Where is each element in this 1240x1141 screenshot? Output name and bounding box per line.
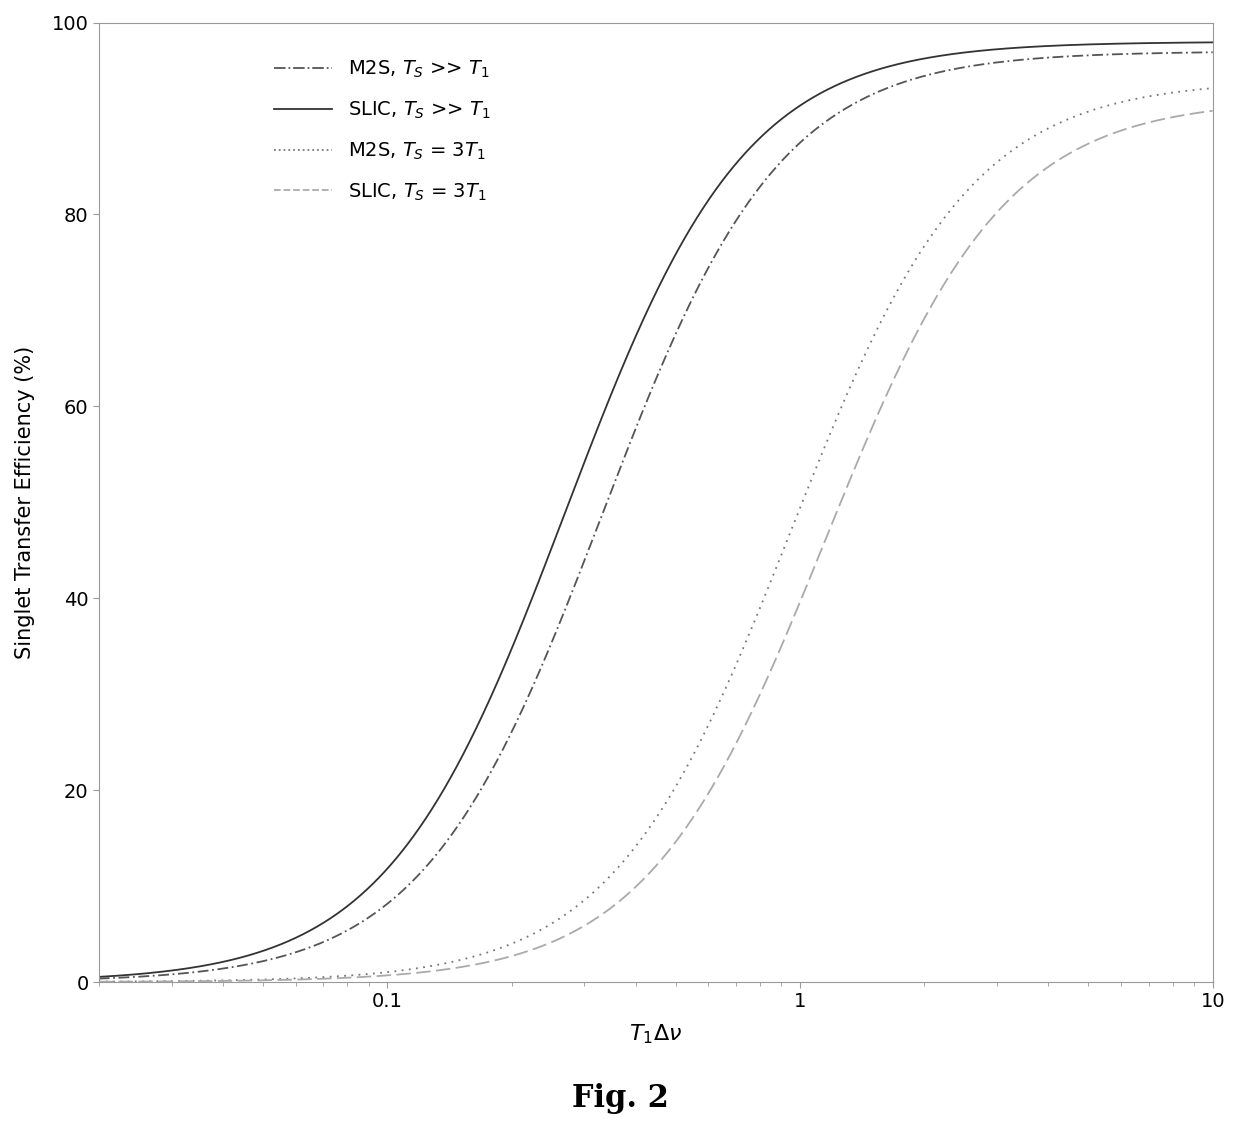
SLIC_inf xyxy=(1205,35,1220,49)
SLIC_3T1 xyxy=(487,954,502,968)
Line: SLIC_3T1: SLIC_3T1 xyxy=(47,111,1213,982)
M2S_3T1 xyxy=(1182,83,1197,97)
M2S_3T1 xyxy=(487,944,502,957)
Text: Fig. 2: Fig. 2 xyxy=(572,1083,668,1114)
SLIC_inf xyxy=(242,948,257,962)
Y-axis label: Singlet Transfer Efficiency (%): Singlet Transfer Efficiency (%) xyxy=(15,346,35,658)
SLIC_3T1 xyxy=(1205,104,1220,118)
M2S_inf xyxy=(537,652,552,665)
SLIC_3T1 xyxy=(40,976,55,989)
M2S_inf xyxy=(40,973,55,987)
M2S_inf xyxy=(1205,46,1220,59)
SLIC_inf xyxy=(537,559,552,573)
SLIC_inf xyxy=(1182,35,1197,49)
Line: SLIC_inf: SLIC_inf xyxy=(47,42,1213,979)
M2S_3T1 xyxy=(172,974,187,988)
M2S_3T1 xyxy=(1205,81,1220,95)
SLIC_3T1 xyxy=(1056,149,1071,163)
M2S_3T1 xyxy=(242,973,257,987)
SLIC_3T1 xyxy=(537,938,552,952)
M2S_inf xyxy=(487,759,502,772)
Legend: M2S, $T_S$ >> $T_1$, SLIC, $T_S$ >> $T_1$, M2S, $T_S$ = 3$T_1$, SLIC, $T_S$ = 3$: M2S, $T_S$ >> $T_1$, SLIC, $T_S$ >> $T_1… xyxy=(267,51,498,210)
M2S_3T1 xyxy=(40,974,55,988)
SLIC_3T1 xyxy=(242,973,257,987)
Line: M2S_3T1: M2S_3T1 xyxy=(47,88,1213,981)
M2S_3T1 xyxy=(1056,114,1071,128)
M2S_inf xyxy=(1182,46,1197,59)
M2S_inf xyxy=(242,957,257,971)
SLIC_inf xyxy=(1056,39,1071,52)
SLIC_3T1 xyxy=(172,974,187,988)
M2S_inf xyxy=(172,966,187,980)
X-axis label: $T_1\Delta\nu$: $T_1\Delta\nu$ xyxy=(629,1022,682,1046)
SLIC_inf xyxy=(172,963,187,977)
SLIC_inf xyxy=(487,682,502,696)
SLIC_inf xyxy=(40,972,55,986)
M2S_3T1 xyxy=(537,921,552,934)
Line: M2S_inf: M2S_inf xyxy=(47,52,1213,980)
SLIC_3T1 xyxy=(1182,107,1197,121)
M2S_inf xyxy=(1056,50,1071,64)
